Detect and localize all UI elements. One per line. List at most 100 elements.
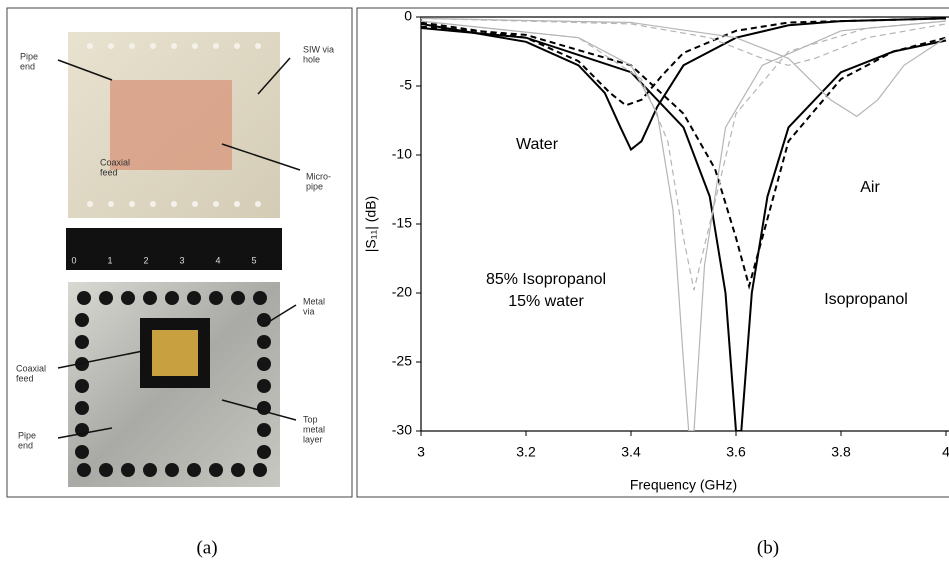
photo-label: end [18, 440, 33, 450]
y-tick-label: -15 [392, 215, 412, 231]
series-line [421, 25, 947, 290]
photo-label: via [303, 306, 315, 316]
arrow [221, 399, 297, 421]
x-axis-label: Frequency (GHz) [630, 477, 737, 493]
via-hole [108, 43, 114, 49]
metal-via [257, 423, 271, 437]
photo-bottom [68, 282, 280, 487]
micro-pipe [110, 80, 232, 170]
photo-label: feed [100, 167, 118, 177]
annotation: Isopropanol [824, 291, 908, 308]
x-tick-label: 4 [942, 444, 949, 460]
x-tick-label: 3.6 [726, 444, 746, 460]
photo-label: Metal [303, 296, 325, 306]
metal-via [165, 291, 179, 305]
metal-via [209, 463, 223, 477]
series-line [421, 17, 947, 118]
ruler-label: 2 [143, 255, 148, 265]
photo-label: Top [303, 414, 318, 424]
via-hole [87, 201, 93, 207]
photo-label: feed [16, 373, 34, 383]
series-line [421, 20, 947, 291]
metal-via [75, 357, 89, 371]
series-line [421, 17, 947, 66]
via-hole [192, 201, 198, 207]
ruler-label: 1 [107, 255, 112, 265]
via-hole [129, 201, 135, 207]
metal-via [75, 445, 89, 459]
photo-label: hole [303, 54, 320, 64]
y-tick-label: -25 [392, 353, 412, 369]
metal-via [257, 401, 271, 415]
via-hole [171, 201, 177, 207]
photo-label: end [20, 61, 35, 71]
metal-via [143, 291, 157, 305]
via-hole [150, 43, 156, 49]
photo-top [66, 32, 282, 270]
series-line [421, 17, 947, 107]
y-tick-label: -20 [392, 284, 412, 300]
arrow [257, 57, 291, 95]
metal-via [209, 291, 223, 305]
caption: (a) [196, 537, 217, 558]
metal-via [187, 463, 201, 477]
annotation: 15% water [508, 293, 584, 310]
x-tick-label: 3.8 [831, 444, 851, 460]
metal-via [121, 463, 135, 477]
metal-via [165, 463, 179, 477]
photo-label: Micro- [306, 171, 331, 181]
metal-via [99, 463, 113, 477]
via-hole [87, 43, 93, 49]
metal-via [231, 291, 245, 305]
ruler [66, 228, 282, 270]
metal-via [257, 313, 271, 327]
metal-via [257, 335, 271, 349]
photo-label: Coaxial [100, 157, 130, 167]
metal-via [257, 357, 271, 371]
metal-via [77, 463, 91, 477]
y-axis-label: |S₁₁| (dB) [363, 196, 379, 252]
metal-via [121, 291, 135, 305]
arrow [261, 304, 297, 327]
x-tick-label: 3.4 [621, 444, 641, 460]
annotation: 85% Isopropanol [486, 271, 606, 288]
y-tick-label: -5 [400, 77, 413, 93]
via-hole [255, 43, 261, 49]
metal-via [75, 335, 89, 349]
x-tick-label: 3.2 [516, 444, 536, 460]
annotation: Air [860, 179, 880, 196]
caption: (b) [757, 537, 779, 558]
via-hole [213, 201, 219, 207]
metal-via [75, 379, 89, 393]
series-line [421, 17, 947, 152]
y-tick-label: 0 [404, 8, 412, 24]
via-hole [255, 201, 261, 207]
via-hole [129, 43, 135, 49]
via-hole [150, 201, 156, 207]
photo-label: pipe [306, 181, 323, 191]
metal-via [253, 291, 267, 305]
arrow [221, 143, 301, 171]
metal-via [75, 401, 89, 415]
ruler-label: 0 [71, 255, 76, 265]
metal-via [257, 379, 271, 393]
chart-panel [356, 7, 949, 498]
vias [75, 43, 271, 477]
ruler-label: 4 [215, 255, 220, 265]
x-tick-label: 3 [417, 444, 425, 460]
photo-label: layer [303, 434, 323, 444]
ruler-label: 3 [179, 255, 184, 265]
metal-via [77, 291, 91, 305]
via-hole [108, 201, 114, 207]
metal-via [187, 291, 201, 305]
via-hole [171, 43, 177, 49]
arrow [57, 427, 113, 439]
photo-label: Pipe [20, 51, 38, 61]
ruler-label: 5 [251, 255, 256, 265]
metal-via [231, 463, 245, 477]
photo-label: SIW via [303, 44, 334, 54]
metal-via [253, 463, 267, 477]
annotation: Water [516, 136, 559, 153]
y-tick-label: -30 [392, 422, 412, 438]
